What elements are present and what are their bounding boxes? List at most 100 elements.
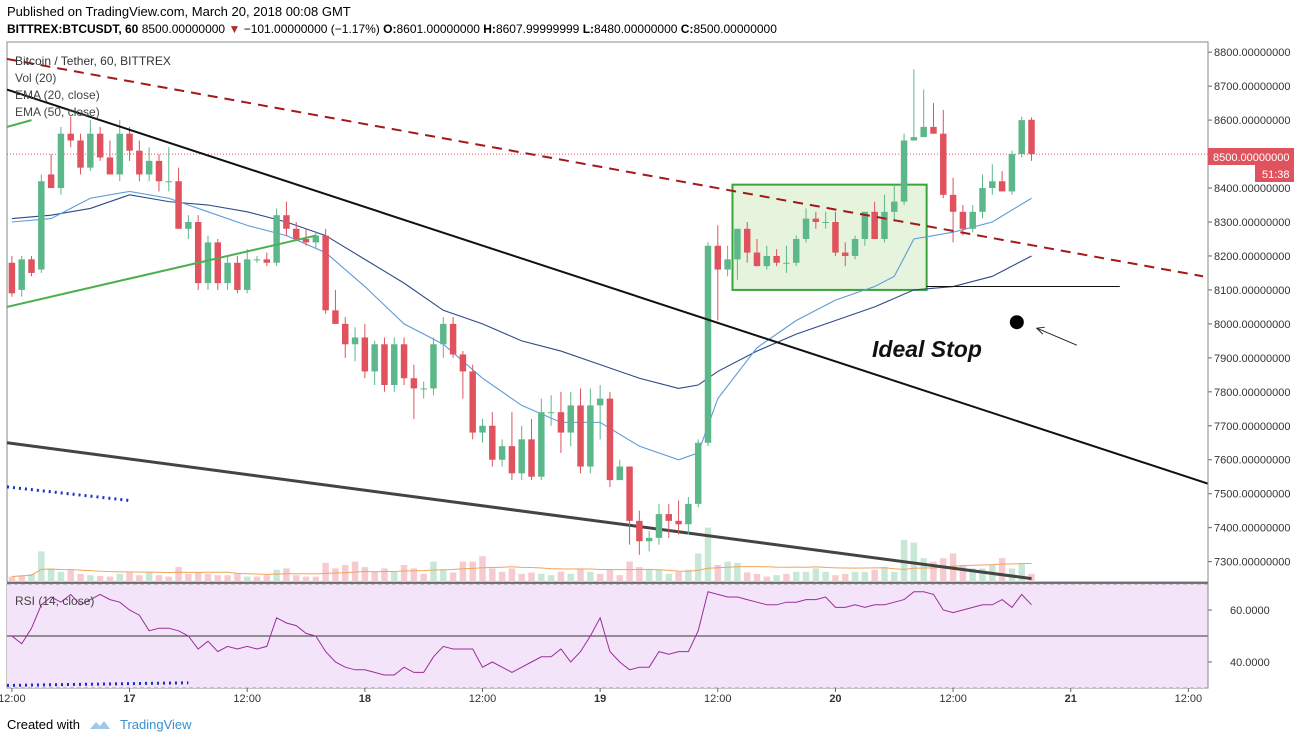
candle-body [636,520,643,542]
volume-bar [263,575,271,582]
close-value: 8500.00000000 [693,22,777,36]
last-price: 8500.00000000 [141,22,226,36]
price-tick-label: 7500.00000000 [1214,489,1290,501]
price-tick-label: 8300.00000000 [1214,217,1290,229]
rsi-line [11,591,1032,676]
volume-bar [851,571,859,582]
candle-body [812,218,820,222]
candle-body [440,323,447,345]
volume-bar [596,573,604,582]
candle-body [822,222,829,223]
candle-body [145,160,153,175]
price-tag: 8500.00000000 [1213,152,1289,164]
volume-bar [224,575,231,582]
arrow-head-icon [1035,326,1045,335]
volume-bar [753,573,761,582]
high-label: H: [483,22,496,36]
volume-bar [704,527,712,582]
volume-bar [645,569,653,582]
volume-bar [136,575,143,582]
candle-body [704,245,712,443]
volume-bar [822,571,829,582]
volume-bar [302,576,310,582]
time-tick-label: 21 [1065,693,1077,705]
volume-bar [508,568,516,582]
candle-body [734,228,741,260]
volume-bar [979,568,986,582]
volume-bar [734,562,741,582]
volume-bar [204,573,212,582]
candle-body [665,514,673,521]
legend-ema50: EMA (50, close) [15,105,100,119]
candle-body [842,252,849,256]
volume-bar [891,571,898,582]
candle-body [292,228,300,239]
volume-bars [8,527,1035,582]
candle-body [900,140,908,202]
volume-bar [763,576,771,582]
volume-bar [489,568,496,582]
volume-bar [1018,562,1025,582]
volume-bar [449,572,457,582]
candle-body [371,344,378,372]
candle-body [214,242,222,284]
candle-body [332,310,339,324]
volume-bar [587,571,594,582]
volume-bar [400,565,408,582]
volume-bar [969,568,976,582]
time-tick-label: 12:00 [939,693,967,705]
volume-bar [332,568,339,582]
volume-bar [116,573,123,582]
candle-body [489,425,496,460]
support-trendline [7,234,317,308]
candle-body [645,537,653,542]
volume-bar [685,569,692,582]
volume-bar [792,571,800,582]
candle-body [626,466,633,521]
price-tick-label: 7700.00000000 [1214,421,1290,433]
volume-bar [694,553,702,582]
candle-body [792,238,800,263]
volume-bar [881,567,888,582]
lower-trendline [7,441,1032,581]
volume-ma-line [11,563,1032,578]
candle-body [302,238,310,243]
price-tag-bg [1208,148,1294,165]
volume-bar [371,571,378,582]
candle-body [979,188,986,212]
time-tick-label: 19 [594,693,606,705]
rsi-tick-label: 40.0000 [1230,657,1270,669]
symbol-ohlc-line: BITTREX:BTCUSDT, 60 8500.00000000 ▼ −101… [7,22,777,36]
volume-bar [655,569,663,582]
volume-bar [626,561,633,582]
volume-bar [861,571,869,582]
candle-body [557,412,565,433]
open-label: O: [383,22,397,36]
volume-bar [469,561,476,582]
volume-bar [292,575,300,582]
candle-body [724,259,731,270]
candle-body [185,222,192,229]
candle-body [47,174,55,189]
legend-rsi: RSI (14, close) [15,594,94,608]
volume-bar [67,569,74,582]
candle-body [96,133,104,158]
candle-body [410,378,418,389]
tradingview-logo-icon [89,720,110,729]
price-tick-label: 8100.00000000 [1214,285,1290,297]
candle-body [547,412,555,414]
tradingview-link[interactable]: TradingView [119,717,192,732]
volume-bar [420,573,427,582]
volume-bar [998,558,1006,582]
candle-body [126,133,133,151]
volume-bar [38,551,45,582]
candle-body [518,439,525,474]
volume-bar [616,575,623,582]
candle-body [1008,154,1016,192]
candle-body [400,344,408,379]
price-tick-label: 8400.00000000 [1214,183,1290,195]
volume-bar [214,575,222,582]
price-tick-label: 8800.00000000 [1214,47,1290,59]
volume-bar [743,572,751,582]
